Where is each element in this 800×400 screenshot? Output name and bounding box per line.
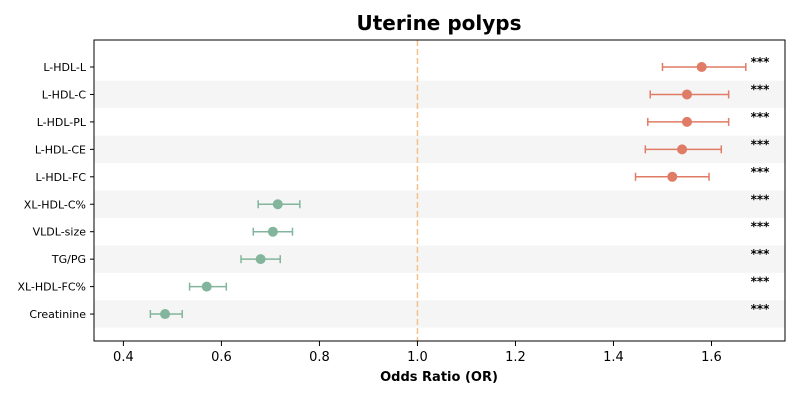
row-band [94, 300, 785, 328]
category-label: L-HDL-PL [37, 116, 87, 129]
plot-frame [93, 39, 786, 342]
or-point [667, 171, 678, 182]
significance-label: *** [751, 192, 771, 206]
category-label: L-HDL-CE [35, 143, 86, 156]
forest-row: *** [644, 137, 771, 155]
significance-label: *** [751, 110, 771, 124]
x-tick-label: 1.6 [701, 350, 722, 365]
or-point [267, 226, 278, 237]
significance-label: *** [751, 165, 771, 179]
significance-label: *** [751, 82, 771, 96]
forest-row: *** [647, 110, 771, 127]
forest-row: *** [257, 192, 771, 210]
x-tick-label: 1.2 [505, 350, 526, 365]
or-point [696, 62, 707, 72]
forest-row: *** [634, 165, 771, 182]
or-point [677, 144, 688, 155]
category-label: VLDL-size [33, 226, 87, 239]
x-axis: 0.4 0.6 0.8 1.0 1.2 1.4 1.6 [113, 341, 722, 365]
category-label: L-HDL-FC [35, 171, 86, 184]
x-tick-label: 1.4 [603, 350, 624, 365]
or-point [160, 309, 171, 320]
category-label: L-HDL-C [42, 88, 87, 101]
y-axis: L-HDL-L L-HDL-C L-HDL-PL L-HDL-CE L-HDL-FC XL… [17, 61, 94, 321]
significance-label: *** [751, 137, 771, 151]
forest-row: *** [252, 220, 771, 237]
forest-row: *** [649, 82, 771, 100]
x-tick-label: 1.0 [407, 350, 428, 365]
data-marks: *** *** *** *** *** *** *** *** *** *** [149, 55, 771, 320]
row-band [94, 190, 785, 218]
forest-row: *** [188, 275, 771, 292]
x-axis-label: Odds Ratio (OR) [380, 370, 498, 385]
or-point [255, 254, 266, 265]
x-tick-label: 0.4 [113, 350, 134, 365]
forest-row: *** [661, 55, 771, 72]
row-bands [94, 80, 785, 328]
significance-label: *** [751, 220, 771, 234]
forest-row: *** [149, 302, 771, 320]
significance-label: *** [751, 275, 771, 289]
significance-label: *** [751, 302, 771, 316]
x-tick-label: 0.8 [309, 350, 330, 365]
category-label: Creatinine [29, 308, 86, 321]
or-point [201, 281, 212, 292]
forest-row: *** [240, 247, 771, 265]
category-label: L-HDL-L [43, 61, 87, 74]
significance-label: *** [751, 247, 771, 261]
category-label: XL-HDL-FC% [17, 281, 86, 294]
chart-title: Uterine polyps [356, 11, 521, 35]
category-label: XL-HDL-C% [24, 198, 86, 211]
or-point [272, 199, 283, 210]
significance-label: *** [751, 55, 771, 69]
category-label: TG/PG [51, 253, 86, 266]
or-point [681, 116, 692, 127]
row-band [94, 245, 785, 273]
or-point [681, 89, 692, 100]
x-tick-label: 0.6 [211, 350, 232, 365]
